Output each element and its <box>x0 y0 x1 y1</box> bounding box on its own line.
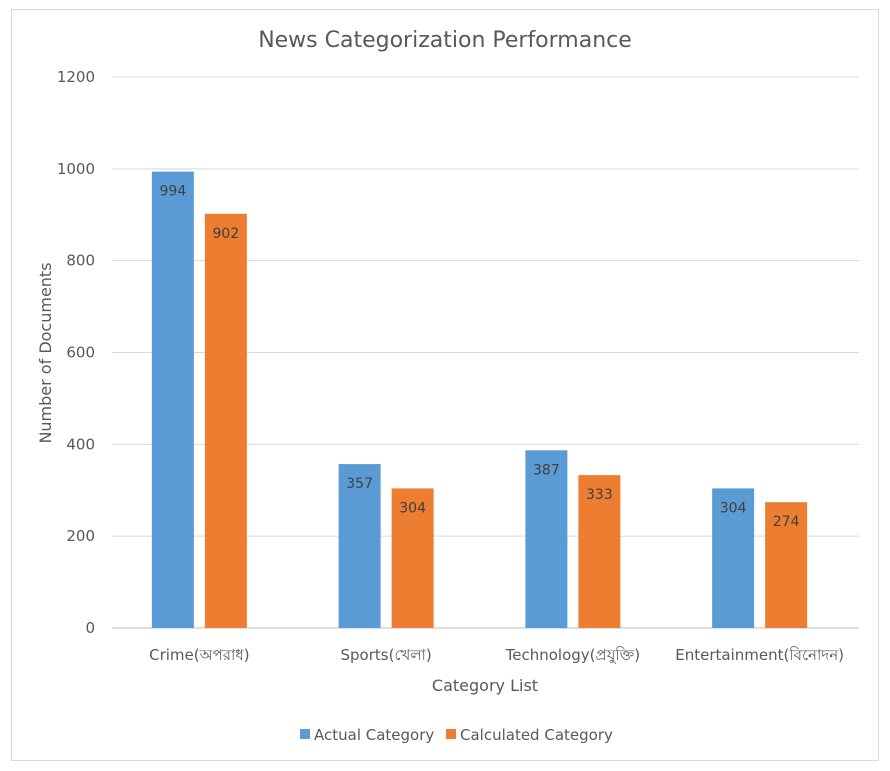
bar-actual <box>338 464 381 628</box>
bar-data-label: 357 <box>346 476 373 492</box>
bar-data-label: 387 <box>533 462 560 478</box>
y-tick-label: 1200 <box>57 68 95 86</box>
bars: 994 902 357 304 387 333 304 274 <box>151 171 808 629</box>
bar-actual <box>151 171 194 629</box>
x-tick-label: Crime(অপরাধ) <box>149 646 250 664</box>
y-tick-label: 1000 <box>57 160 95 178</box>
y-tick-label: 0 <box>85 619 95 637</box>
legend-label: Actual Category <box>314 726 434 744</box>
legend: Actual Category Calculated Category <box>300 726 613 744</box>
y-tick-label: 800 <box>66 252 95 270</box>
bar-data-label: 902 <box>213 226 240 242</box>
bar-actual <box>525 450 568 628</box>
bar-data-label: 304 <box>720 500 747 516</box>
y-axis-ticks: 0 200 400 600 800 1000 1200 <box>57 68 95 637</box>
bar-data-label: 333 <box>586 487 613 503</box>
legend-label: Calculated Category <box>460 726 613 744</box>
bar-calculated <box>204 213 247 628</box>
bar-data-label: 274 <box>773 514 800 530</box>
bar-calculated <box>391 488 434 628</box>
x-axis-ticks: Crime(অপরাধ) Sports(খেলা) Technology(প্রযু… <box>149 646 844 664</box>
x-axis-label: Category List <box>432 676 538 695</box>
bar-actual <box>712 488 755 628</box>
x-tick-label: Technology(প্রযুক্তি) <box>505 646 640 664</box>
y-tick-label: 200 <box>66 527 95 545</box>
bar-data-label: 304 <box>399 500 426 516</box>
bar-calculated <box>765 502 808 628</box>
chart-title: News Categorization Performance <box>258 28 632 53</box>
bar-calculated <box>578 475 621 628</box>
x-tick-label: Sports(খেলা) <box>340 646 431 664</box>
x-tick-label: Entertainment(বিনোদন) <box>675 646 844 664</box>
legend-swatch <box>300 729 310 739</box>
y-tick-label: 600 <box>66 344 95 362</box>
bar-data-label: 994 <box>160 184 187 200</box>
y-tick-label: 400 <box>66 435 95 453</box>
legend-swatch <box>446 729 456 739</box>
y-axis-label: Number of Documents <box>36 262 55 443</box>
